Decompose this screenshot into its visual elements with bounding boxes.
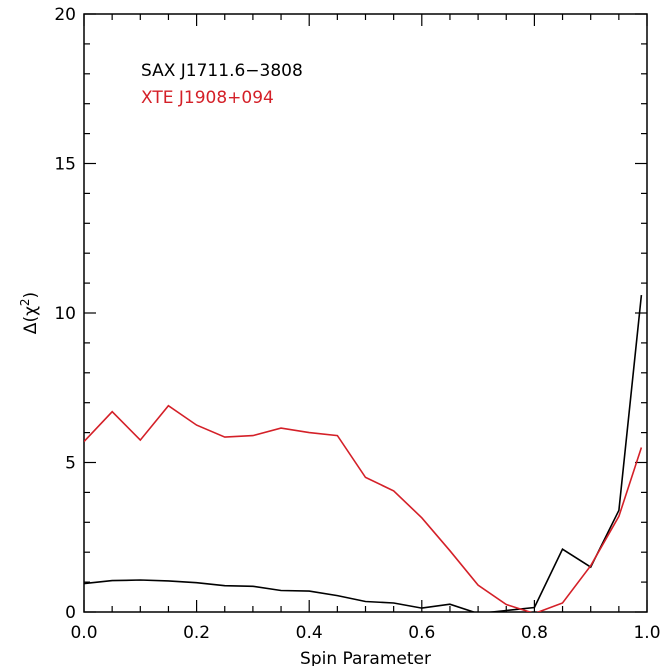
axis-tick-labels: 0.0 0.2 0.4 0.6 0.8 1.0 0 5 10 15 20 — [54, 5, 660, 643]
x-tick-label: 0.4 — [296, 623, 323, 643]
x-tick-label: 1.0 — [633, 623, 660, 643]
x-tick-label: 0.6 — [408, 623, 435, 643]
y-tick-label: 10 — [54, 304, 76, 324]
x-axis-label: Spin Parameter — [300, 649, 431, 666]
x-tick-label: 0.8 — [521, 623, 548, 643]
y-axis-label: Δ(χ2) — [18, 292, 41, 334]
legend: SAX J1711.6−3808 XTE J1908+094 — [141, 61, 303, 108]
y-axis-label-suffix: ) — [21, 292, 41, 299]
series-line-sax — [84, 295, 643, 612]
y-axis-label-power: 2 — [18, 298, 32, 306]
y-tick-label: 20 — [54, 5, 76, 25]
series-line-xte — [84, 404, 643, 612]
y-tick-label: 15 — [54, 155, 76, 175]
axis-ticks — [83, 13, 648, 613]
legend-entry-sax: SAX J1711.6−3808 — [141, 61, 303, 81]
y-tick-label: 5 — [65, 454, 76, 474]
legend-entry-xte: XTE J1908+094 — [141, 88, 274, 108]
series-layer — [84, 295, 643, 612]
y-tick-label: 0 — [65, 603, 76, 623]
y-axis-label-prefix: Δ(χ — [21, 306, 41, 334]
x-tick-label: 0.2 — [183, 623, 210, 643]
x-tick-label: 0.0 — [70, 623, 97, 643]
